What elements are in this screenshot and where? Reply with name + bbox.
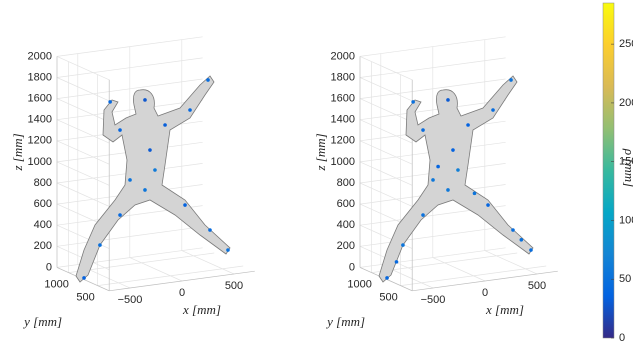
point [395,260,399,264]
x-tick-label: 500 [528,280,546,292]
x-tick-label: 0 [179,287,185,299]
point [128,178,132,182]
z-tick-label: 600 [34,198,52,210]
z-tick-label: 600 [337,198,355,210]
z-axis-label: z [mm] [10,133,25,171]
x-axis-label: x [mm] [485,302,524,317]
colorbar-tick-label: 100 [619,214,633,226]
x-tick-label: 0 [482,287,488,299]
z-tick-label: 1200 [331,135,355,147]
point [446,188,450,192]
point [473,192,477,196]
z-tick-label: 1400 [331,114,355,126]
point [108,100,112,104]
point [98,243,102,247]
y-tick-label: 1000 [44,279,68,291]
z-tick-label: 1800 [331,71,355,83]
z-tick-label: 2000 [28,50,52,62]
z-tick-label: 200 [34,240,52,252]
body-mesh [379,76,533,282]
colorbar-tick-label: 0 [619,332,625,344]
colorbar-label: ρ [mm] [622,148,633,187]
y-tick-label: 500 [76,292,94,304]
point [163,123,167,127]
z-tick-label: 1600 [331,93,355,105]
point [529,248,533,252]
colorbar-tick-label: 250 [619,38,633,50]
point [411,100,415,104]
point [385,276,389,280]
x-axis-label: x [mm] [182,302,221,317]
point [183,203,187,207]
x-tick-label: −500 [118,294,143,306]
z-tick-label: 0 [46,261,52,273]
y-tick-label: 500 [379,292,397,304]
point [509,78,513,82]
z-tick-label: 800 [337,177,355,189]
point [208,228,212,232]
z-tick-label: 1400 [28,114,52,126]
colorbar-tick-label: 200 [619,97,633,109]
point [206,78,210,82]
y-axis-label: y [mm] [22,314,62,329]
colorbar-tick-label: 50 [619,273,631,285]
point [491,108,495,112]
x-tick-label: 500 [225,280,243,292]
point [226,248,230,252]
z-axis-label: z [mm] [313,133,328,171]
point [401,243,405,247]
point [118,128,122,132]
z-tick-label: 1200 [28,135,52,147]
x-tick-label: −500 [421,294,446,306]
point [148,148,152,152]
point [486,203,490,207]
z-tick-label: 400 [337,219,355,231]
figure: 0200400600800100012001400160018002000−50… [0,0,633,347]
z-tick-label: 1800 [28,71,52,83]
point [511,228,515,232]
point [451,148,455,152]
z-tick-label: 1000 [331,156,355,168]
z-tick-label: 2000 [331,50,355,62]
colorbar-axis: 050100150200250ρ [mm] [611,38,633,344]
y-tick-label: 1000 [347,279,371,291]
colorbar [603,3,614,338]
point [431,178,435,182]
point [188,108,192,112]
z-tick-label: 1000 [28,156,52,168]
point [143,188,147,192]
z-tick-label: 1600 [28,93,52,105]
point [143,98,147,102]
point [466,123,470,127]
body-mesh [76,76,230,282]
z-tick-label: 400 [34,219,52,231]
point [456,168,460,172]
z-tick-label: 0 [349,261,355,273]
y-axis-label: y [mm] [325,314,365,329]
page: {"chart_data": [ {"type": "scatter3d", "… [0,0,633,347]
point [520,238,524,242]
point [421,213,425,217]
point [118,213,122,217]
point [436,165,440,169]
point [421,128,425,132]
z-tick-label: 200 [337,240,355,252]
point [153,168,157,172]
z-tick-label: 800 [34,177,52,189]
point [446,98,450,102]
point [82,276,86,280]
